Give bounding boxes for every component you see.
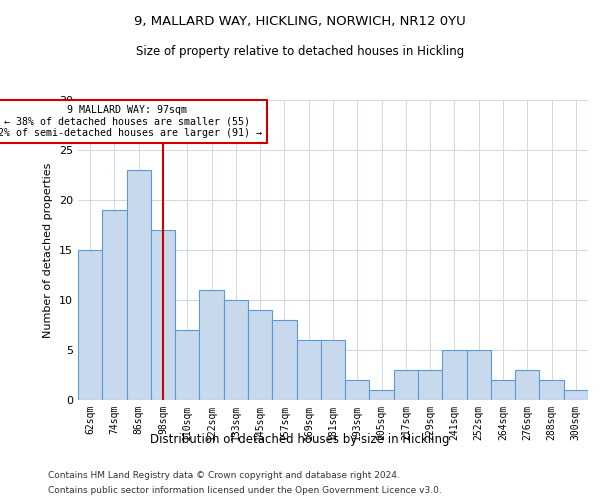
Bar [394,370,418,400]
Bar [175,330,199,400]
Text: Size of property relative to detached houses in Hickling: Size of property relative to detached ho… [136,45,464,58]
Bar [102,210,127,400]
Text: 9, MALLARD WAY, HICKLING, NORWICH, NR12 0YU: 9, MALLARD WAY, HICKLING, NORWICH, NR12 … [134,15,466,28]
Bar [515,370,539,400]
Bar [248,310,272,400]
Text: Distribution of detached houses by size in Hickling: Distribution of detached houses by size … [150,432,450,446]
Bar [467,350,491,400]
Bar [418,370,442,400]
Bar [442,350,467,400]
Bar [296,340,321,400]
Bar [224,300,248,400]
Bar [78,250,102,400]
Bar [491,380,515,400]
Bar [564,390,588,400]
Bar [199,290,224,400]
Text: 9 MALLARD WAY: 97sqm
← 38% of detached houses are smaller (55)
62% of semi-detac: 9 MALLARD WAY: 97sqm ← 38% of detached h… [0,105,262,138]
Bar [370,390,394,400]
Bar [321,340,345,400]
Bar [345,380,370,400]
Bar [272,320,296,400]
Bar [127,170,151,400]
Text: Contains HM Land Registry data © Crown copyright and database right 2024.: Contains HM Land Registry data © Crown c… [48,471,400,480]
Bar [539,380,564,400]
Y-axis label: Number of detached properties: Number of detached properties [43,162,53,338]
Bar [151,230,175,400]
Text: Contains public sector information licensed under the Open Government Licence v3: Contains public sector information licen… [48,486,442,495]
